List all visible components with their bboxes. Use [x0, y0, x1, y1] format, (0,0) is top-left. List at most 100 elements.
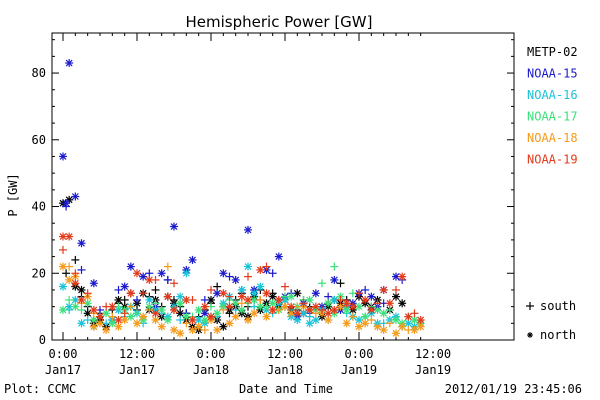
y-axis-label: P [GW]: [6, 173, 20, 216]
data-point-north: [410, 325, 419, 334]
marker-legend-label: north: [540, 328, 576, 342]
data-point-north: [59, 282, 67, 291]
data-point-south: [77, 305, 86, 314]
data-point-south: [392, 285, 400, 294]
data-point-north: [373, 322, 382, 331]
data-point-south: [256, 295, 265, 304]
data-point-north: [361, 319, 370, 328]
data-point-north: [416, 322, 425, 331]
data-point-north: [219, 289, 228, 298]
data-point-south: [71, 255, 80, 264]
data-point-south: [355, 289, 363, 298]
x-tick-time-label: 12:00: [267, 347, 303, 361]
data-point-north: [207, 295, 215, 304]
data-point-north: [392, 329, 400, 338]
data-point-north: [170, 222, 178, 231]
legend: METP-02 NOAA-15 NOAA-16 NOAA-17 NOAA-18 NOAA-…: [527, 45, 578, 167]
data-point-north: [96, 312, 104, 321]
data-point-north: [355, 322, 363, 331]
data-point-north: [324, 309, 333, 318]
data-point-north: [89, 305, 98, 314]
data-point-north: [65, 59, 74, 68]
data-point-north: [342, 299, 351, 308]
data-point-north: [176, 299, 185, 308]
data-point-north: [274, 295, 283, 304]
data-point-south: [324, 292, 333, 301]
data-point-north: [207, 312, 215, 321]
data-point-north: [89, 315, 98, 324]
data-point-north: [250, 295, 259, 304]
data-point-north: [231, 312, 240, 321]
data-point-south: [348, 312, 357, 321]
data-point-south: [145, 305, 154, 314]
data-point-north: [114, 315, 123, 324]
data-point-south: [336, 279, 345, 288]
marker-legend-label: south: [540, 299, 576, 313]
data-point-north: [342, 305, 351, 314]
data-point-north: [244, 295, 252, 304]
data-point-north: [355, 315, 363, 324]
data-point-north: [188, 255, 197, 264]
data-point-south: [108, 312, 117, 321]
data-point-north: [194, 322, 203, 331]
data-point-north: [59, 152, 67, 161]
data-point-north: [404, 312, 413, 321]
x-axis: 0:00 Jan17 12:00 Jan17 0:00 Jan18 12:00 Jan18 0:…: [45, 33, 451, 377]
data-point-north: [182, 312, 191, 321]
data-point-north: [59, 305, 67, 314]
x-tick-time-label: 12:00: [119, 347, 155, 361]
footer-left: Plot: CCMC: [4, 382, 76, 396]
data-point-north: [287, 302, 296, 311]
data-point-north: [188, 325, 197, 334]
data-point-north: [268, 305, 277, 314]
data-point-south: [200, 295, 209, 304]
data-point-north: [293, 309, 302, 318]
plot-frame: [51, 32, 515, 341]
data-point-south: [318, 305, 326, 314]
data-point-north: [176, 292, 185, 301]
data-point-north: [194, 305, 203, 314]
data-point-north: [330, 305, 339, 314]
x-tick-date-label: Jan18: [267, 363, 303, 377]
data-point-north: [163, 292, 172, 301]
data-point-south: [225, 292, 234, 301]
data-point-north: [361, 312, 370, 321]
data-point-south: [237, 299, 246, 308]
data-point-south: [170, 279, 178, 288]
x-tick-date-label: Jan17: [119, 363, 155, 377]
data-point-north: [126, 289, 135, 298]
legend-item: METP-02: [527, 45, 578, 59]
data-point-north: [398, 272, 407, 281]
data-point-north: [287, 292, 296, 301]
data-point-north: [102, 309, 111, 318]
data-point-south: [151, 285, 160, 294]
data-point-north: [71, 279, 80, 288]
marker-legend: south north: [526, 299, 576, 342]
data-point-north: [145, 275, 154, 284]
data-point-north: [348, 302, 357, 311]
data-point-north: [342, 319, 351, 328]
data-point-north: [139, 312, 148, 321]
x-tick-time-label: 0:00: [345, 347, 374, 361]
data-point-south: [318, 279, 326, 288]
data-point-south: [163, 262, 172, 271]
data-point-north: [77, 285, 86, 294]
data-point-north: [77, 239, 86, 248]
legend-item: NOAA-18: [527, 131, 578, 145]
data-point-north: [398, 299, 407, 308]
data-point-south: [225, 272, 234, 281]
data-point-north: [145, 295, 154, 304]
data-point-north: [200, 309, 209, 318]
data-point-south: [71, 269, 80, 278]
data-point-south: [213, 282, 222, 291]
data-point-north: [398, 322, 407, 331]
legend-item: NOAA-17: [527, 110, 578, 124]
data-point-north: [274, 252, 283, 261]
data-point-south: [219, 305, 228, 314]
data-point-north: [157, 305, 166, 314]
data-point-north: [65, 232, 74, 241]
data-point-north: [114, 322, 123, 331]
data-point-north: [373, 305, 382, 314]
data-point-north: [324, 299, 333, 308]
